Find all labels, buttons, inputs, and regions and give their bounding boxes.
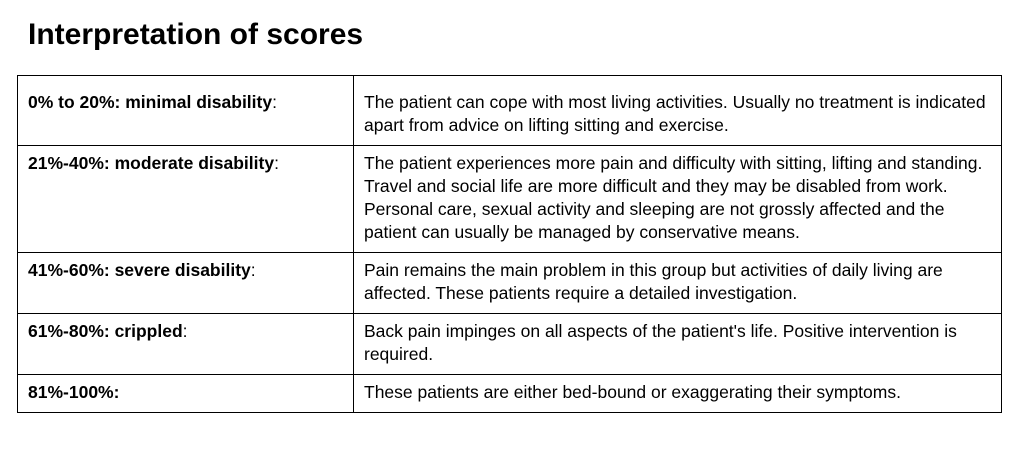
score-description-cell: Back pain impinges on all aspects of the… xyxy=(353,313,1002,375)
score-range-label: 41%-60%: severe disability xyxy=(28,260,251,280)
score-description-cell: The patient can cope with most living ac… xyxy=(353,75,1002,146)
score-range-label: 21%-40%: moderate disability xyxy=(28,153,275,173)
score-range-suffix: : xyxy=(272,92,277,112)
score-range-cell: 41%-60%: severe disability: xyxy=(17,252,354,314)
score-range-label: 0% to 20%: minimal disability xyxy=(28,92,273,112)
table-row: 81%-100%: These patients are either bed-… xyxy=(17,374,1002,413)
score-range-cell: 21%-40%: moderate disability: xyxy=(17,145,354,253)
score-range-cell: 61%-80%: crippled: xyxy=(17,313,354,375)
score-description-cell: These patients are either bed-bound or e… xyxy=(353,374,1002,413)
score-description-cell: The patient experiences more pain and di… xyxy=(353,145,1002,253)
score-interpretation-table: 0% to 20%: minimal disability: The patie… xyxy=(17,75,1002,413)
score-range-label: 61%-80%: crippled xyxy=(28,321,183,341)
score-range-suffix: : xyxy=(250,260,256,280)
score-range-cell: 0% to 20%: minimal disability: xyxy=(17,75,354,146)
score-description-cell: Pain remains the main problem in this gr… xyxy=(353,252,1002,314)
table-row: 61%-80%: crippled: Back pain impinges on… xyxy=(17,313,1002,375)
page-title: Interpretation of scores xyxy=(28,18,364,51)
table-row: 21%-40%: moderate disability: The patien… xyxy=(17,145,1002,253)
score-range-cell: 81%-100%: xyxy=(17,374,354,413)
score-range-suffix: : xyxy=(182,321,188,341)
score-range-suffix: : xyxy=(274,153,279,173)
table-row: 41%-60%: severe disability: Pain remains… xyxy=(17,252,1002,314)
table-row: 0% to 20%: minimal disability: The patie… xyxy=(17,75,1002,146)
score-range-label: 81%-100%: xyxy=(28,382,120,402)
